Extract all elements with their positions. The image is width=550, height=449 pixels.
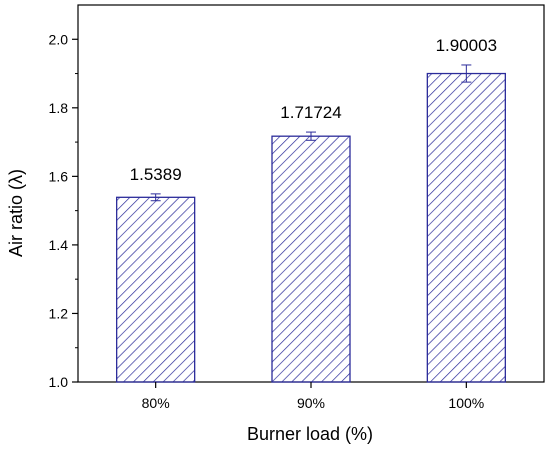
bar-value-label: 1.71724 xyxy=(280,103,341,122)
bar xyxy=(271,135,351,383)
y-tick-label: 1.4 xyxy=(49,237,69,253)
x-tick-label: 80% xyxy=(142,395,170,411)
bars-group: 1.5389 1.71724 1.90003 xyxy=(116,36,506,383)
y-tick-label: 1.6 xyxy=(49,168,69,184)
x-axis-ticks: 80% 90% 100% xyxy=(142,382,484,411)
x-axis-title: Burner load (%) xyxy=(247,424,373,444)
y-axis-title: Air ratio (λ) xyxy=(6,169,26,257)
bar-value-label: 1.90003 xyxy=(436,36,497,55)
bar-group: 1.71724 xyxy=(271,103,351,383)
bar-group: 1.90003 xyxy=(426,36,506,383)
bar xyxy=(116,196,196,383)
x-tick-label: 100% xyxy=(448,395,484,411)
bar-group: 1.5389 xyxy=(116,165,196,383)
y-tick-label: 1.0 xyxy=(49,374,69,390)
y-axis-ticks: 1.0 1.2 1.4 1.6 1.8 2.0 xyxy=(49,31,78,390)
x-tick-label: 90% xyxy=(297,395,325,411)
bar-value-label: 1.5389 xyxy=(130,165,182,184)
y-tick-label: 1.2 xyxy=(49,305,69,321)
y-tick-label: 1.8 xyxy=(49,100,69,116)
bar xyxy=(426,72,506,383)
y-tick-label: 2.0 xyxy=(49,31,69,47)
